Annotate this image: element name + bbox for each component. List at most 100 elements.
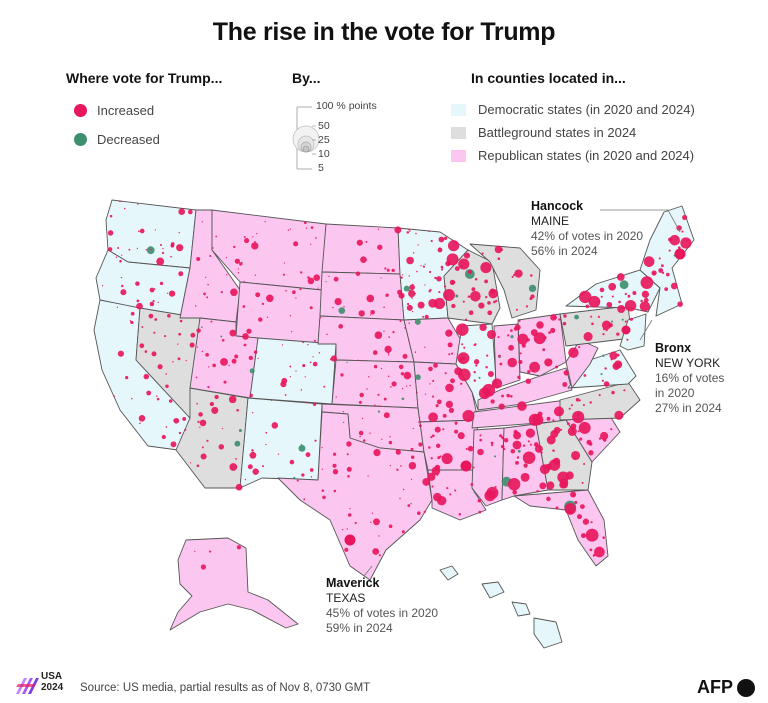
county-dot — [497, 336, 500, 339]
county-dot — [214, 394, 219, 400]
county-dot — [344, 547, 349, 552]
bronx-state: NEW YORK — [655, 356, 721, 370]
county-dot — [487, 301, 491, 305]
county-dot — [249, 451, 257, 459]
county-dot — [462, 300, 465, 303]
county-dot — [507, 477, 521, 491]
county-dot — [136, 299, 140, 303]
county-dot — [568, 347, 579, 358]
county-dot — [677, 246, 681, 250]
county-dot — [533, 332, 546, 345]
county-dot — [517, 375, 521, 379]
legend-state-heading: In counties located in... — [471, 70, 626, 86]
county-dot — [498, 355, 501, 359]
county-dot — [367, 475, 369, 477]
bronx-2020-b: in 2020 — [655, 386, 695, 400]
county-dot — [235, 483, 243, 491]
county-dot — [590, 521, 593, 524]
decreased-dot-icon — [74, 133, 87, 146]
county-dot — [313, 274, 321, 282]
county-dot — [212, 363, 216, 368]
county-dot — [489, 288, 496, 294]
county-dot — [236, 545, 242, 550]
county-dot — [117, 247, 120, 249]
county-dot — [602, 354, 605, 357]
county-dot — [464, 318, 468, 321]
county-dot — [244, 478, 247, 481]
county-dot — [450, 378, 455, 384]
county-dot — [406, 231, 410, 234]
county-dot — [438, 291, 441, 294]
county-dot — [506, 393, 510, 398]
county-dot — [388, 524, 393, 529]
legend-democratic-label: Democratic states (in 2020 and 2024) — [478, 102, 695, 117]
county-dot — [487, 310, 493, 316]
county-dot — [172, 361, 174, 363]
county-dot — [542, 348, 546, 352]
state-hawaii-4 — [533, 617, 563, 649]
county-dot — [298, 444, 306, 452]
state-nj-md-de — [619, 313, 647, 351]
county-dot — [178, 431, 182, 435]
county-dot — [514, 269, 523, 278]
county-dot — [347, 513, 352, 517]
county-dot — [495, 299, 498, 303]
county-dot — [234, 354, 239, 359]
state-new-mexico — [239, 397, 323, 489]
county-dot — [501, 394, 504, 398]
county-dot — [300, 271, 303, 274]
county-dot — [429, 288, 432, 292]
county-dot — [143, 373, 150, 380]
county-dot — [442, 413, 447, 418]
county-dot — [582, 518, 590, 525]
county-dot — [159, 281, 164, 286]
county-dot — [588, 442, 593, 446]
county-dot — [228, 364, 230, 367]
county-dot — [600, 431, 609, 441]
county-dot — [454, 489, 457, 492]
county-dot — [484, 279, 489, 284]
county-dot — [220, 357, 228, 366]
county-dot — [521, 343, 526, 348]
county-dot — [248, 355, 253, 361]
county-dot — [234, 440, 241, 447]
county-dot — [546, 435, 556, 445]
county-dot — [377, 410, 381, 413]
state-hawaii-2 — [481, 581, 505, 599]
county-dot — [196, 346, 199, 348]
county-dot — [401, 397, 405, 401]
county-dot — [119, 259, 122, 263]
county-dot — [243, 280, 245, 283]
county-dot — [454, 266, 460, 272]
county-dot — [372, 548, 380, 555]
county-dot — [359, 435, 361, 438]
county-dot — [301, 473, 305, 477]
county-dot — [215, 235, 218, 238]
county-dot — [680, 237, 692, 249]
county-dot — [562, 382, 568, 387]
state-florida — [513, 489, 609, 567]
county-dot — [509, 394, 513, 398]
county-dot — [177, 343, 179, 345]
county-dot — [261, 302, 265, 306]
county-dot — [486, 354, 489, 357]
county-dot — [295, 370, 297, 372]
county-dot — [342, 421, 345, 424]
county-dot — [498, 403, 505, 410]
county-dot — [409, 384, 411, 387]
county-dot — [366, 294, 375, 303]
county-dot — [593, 553, 596, 557]
county-dot — [236, 408, 239, 412]
county-dot — [239, 262, 243, 266]
county-dot — [431, 395, 435, 398]
county-dot — [623, 389, 626, 392]
county-dot — [408, 322, 410, 324]
page-title: The rise in the vote for Trump — [212, 18, 556, 46]
county-dot — [583, 374, 587, 377]
county-dot — [436, 276, 442, 282]
county-dot — [392, 331, 395, 334]
county-dot — [315, 237, 317, 239]
county-dot — [176, 244, 184, 252]
county-dot — [304, 376, 306, 378]
county-dot — [577, 412, 581, 416]
